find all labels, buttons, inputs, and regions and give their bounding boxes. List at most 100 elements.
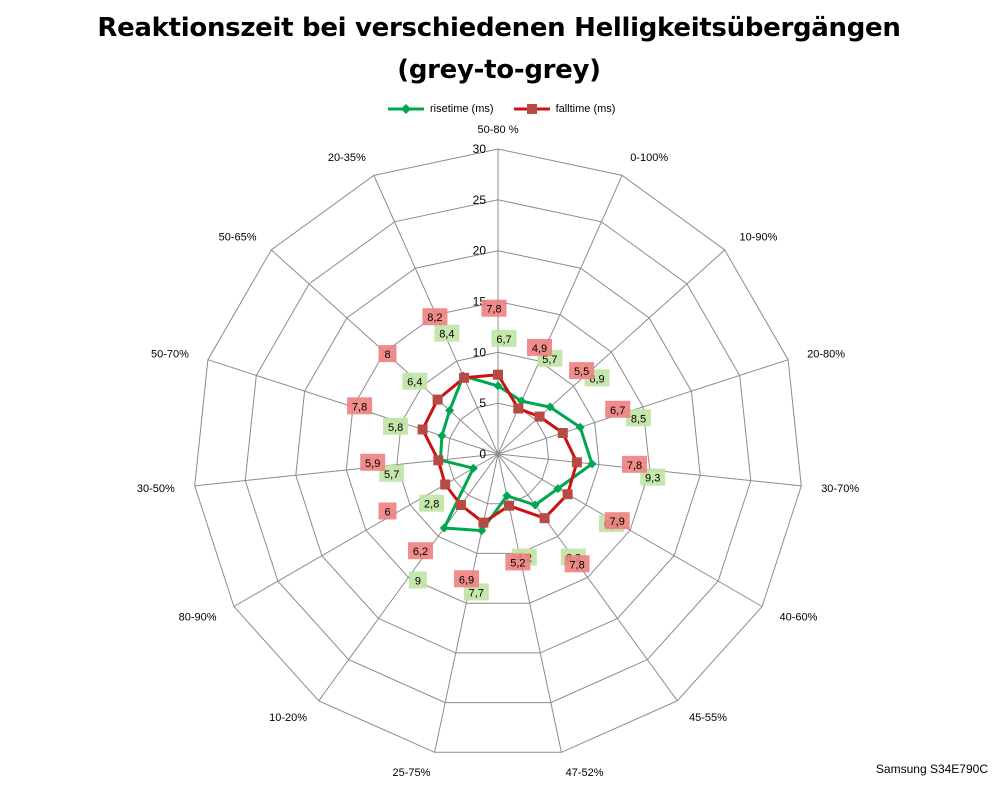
- data-label-bg-fall: [622, 455, 647, 473]
- rise-point: [445, 405, 455, 415]
- series-line-fall: [421, 373, 579, 525]
- data-label-rise: 5,8: [388, 422, 403, 434]
- fall-point: [440, 479, 451, 490]
- data-label-bg-fall: [564, 555, 590, 573]
- legend-label-fall: falltime (ms): [555, 103, 616, 115]
- radial-tick-label: 30: [473, 142, 487, 156]
- data-label-rise: 6,4: [407, 377, 422, 389]
- fall-point: [513, 403, 524, 414]
- grid-ring-5: [446, 402, 550, 505]
- fall-point: [562, 489, 573, 500]
- legend-item-rise: risetime (ms): [386, 103, 494, 115]
- data-label-bg-fall: [378, 502, 397, 520]
- rise-point: [575, 422, 585, 432]
- data-label-bg-rise: [640, 468, 666, 486]
- fall-point: [504, 500, 514, 511]
- rise-point: [545, 402, 555, 412]
- data-label-bg-rise: [383, 417, 409, 435]
- data-label-fall: 5,2: [510, 557, 525, 569]
- category-label: 40-60%: [780, 612, 818, 624]
- grid-spoke: [194, 453, 499, 487]
- legend-item-fall: falltime (ms): [512, 103, 616, 115]
- data-label-fall: 4,9: [532, 343, 547, 355]
- radial-tick-label: 0: [479, 447, 486, 461]
- chart-title: Reaktionszeit bei verschiedenen Helligke…: [97, 13, 901, 43]
- data-label-bg-fall: [604, 512, 630, 530]
- radial-tick-label: 25: [473, 193, 487, 207]
- grid-ring-25: [244, 199, 752, 704]
- category-label: 0-100%: [630, 152, 668, 164]
- series-line-rise: [438, 374, 594, 533]
- data-label-rise: 6,7: [496, 334, 511, 346]
- radial-tick-label: 20: [473, 244, 487, 258]
- data-label-fall: 6,7: [610, 405, 625, 417]
- fall-point: [557, 428, 568, 438]
- category-label: 10-90%: [740, 232, 778, 244]
- data-label-rise: 5,7: [384, 469, 399, 481]
- grid-spoke: [497, 359, 789, 455]
- data-label-bg-fall: [481, 299, 507, 317]
- rise-point: [437, 431, 447, 441]
- category-label: 25-75%: [392, 767, 430, 779]
- grid-spoke: [318, 453, 499, 702]
- data-label-fall: 7,8: [627, 460, 642, 472]
- data-label-bg-fall: [422, 308, 448, 326]
- grid-spoke: [434, 453, 499, 753]
- data-label-bg-rise: [402, 372, 428, 390]
- data-label-fall: 5,5: [574, 366, 589, 378]
- data-label-bg-fall: [360, 453, 386, 471]
- rise-point: [553, 484, 563, 494]
- legend-fall-marker-icon: [513, 104, 550, 114]
- category-label: 47-52%: [566, 767, 604, 779]
- data-label-bg-rise: [419, 494, 445, 512]
- rise-point: [587, 459, 597, 469]
- chart-subtitle: (grey-to-grey): [397, 55, 601, 85]
- grid-spoke: [233, 453, 499, 607]
- grid-spoke: [497, 453, 763, 607]
- fall-point: [417, 424, 428, 435]
- data-label-bg-rise: [379, 464, 405, 482]
- category-label: 80-90%: [179, 612, 217, 624]
- category-label: 20-35%: [328, 152, 366, 164]
- fall-point: [455, 500, 466, 510]
- rise-point: [439, 523, 449, 533]
- data-label-rise: 2,8: [424, 499, 439, 511]
- data-label-fall: 8: [384, 349, 390, 361]
- data-label-fall: 7,9: [610, 516, 625, 528]
- grid-ring-10: [396, 351, 600, 554]
- data-label-rise: 8,4: [439, 329, 454, 341]
- data-label-bg-rise: [434, 324, 460, 342]
- radial-tick-label: 5: [479, 396, 486, 410]
- rise-point: [530, 500, 540, 510]
- grid-spoke: [497, 453, 678, 702]
- data-label-bg-rise: [491, 329, 517, 347]
- radial-tick-label: 10: [473, 345, 487, 359]
- data-label-fall: 7,8: [569, 559, 584, 571]
- legend: risetime (ms) falltime (ms): [386, 100, 615, 118]
- category-label: 50-70%: [151, 349, 189, 361]
- rise-point: [517, 396, 527, 406]
- fall-point: [459, 372, 470, 383]
- fall-point: [432, 394, 443, 405]
- data-label-bg-fall: [454, 570, 479, 588]
- fall-point: [539, 513, 550, 524]
- data-label-fall: 7,8: [486, 304, 501, 316]
- category-label: 10-20%: [269, 712, 307, 724]
- grid-ring-30: [194, 148, 802, 753]
- rise-point: [477, 526, 487, 536]
- fall-point: [534, 411, 545, 422]
- data-label-bg-rise: [463, 583, 489, 601]
- fall-point: [433, 455, 444, 466]
- rise-point: [493, 381, 503, 391]
- data-label-bg-fall: [505, 553, 531, 571]
- data-label-rise: 8,5: [631, 413, 646, 425]
- category-label: 45-55%: [689, 712, 727, 724]
- grid-ring-20: [295, 250, 701, 654]
- legend-label-rise: risetime (ms): [430, 103, 494, 115]
- data-label-rise: 7,7: [469, 587, 484, 599]
- fall-point: [493, 369, 503, 380]
- data-label-bg-fall: [408, 542, 433, 560]
- category-label: 30-50%: [137, 483, 175, 495]
- rise-point: [502, 491, 512, 501]
